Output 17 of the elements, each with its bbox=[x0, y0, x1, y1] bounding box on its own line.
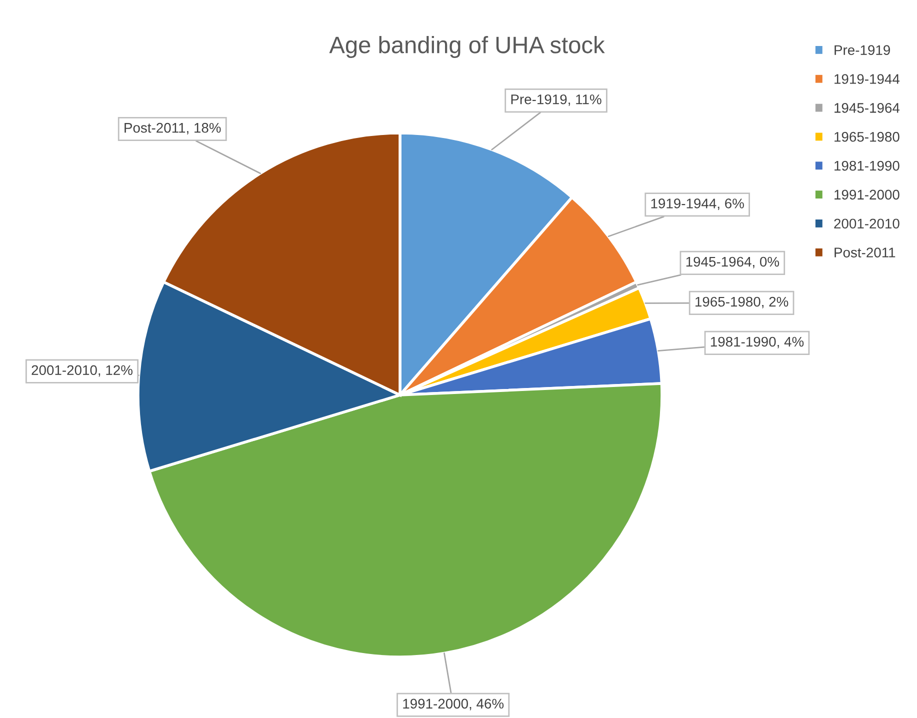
data-label: 1965-1980, 2% bbox=[696, 296, 788, 308]
legend-label: 1965-1980 bbox=[834, 132, 900, 142]
data-label: 1991-2000, 46% bbox=[403, 698, 504, 710]
data-label: Post-2011, 18% bbox=[124, 122, 221, 134]
legend-label: Post-2011 bbox=[834, 248, 896, 258]
chart-title: Age banding of UHA stock bbox=[329, 36, 605, 58]
legend-label: 1991-2000 bbox=[834, 190, 900, 200]
legend-label: 1981-1990 bbox=[834, 160, 900, 171]
data-label: 1981-1990, 4% bbox=[710, 336, 804, 348]
data-label: 1945-1964, 0% bbox=[686, 256, 780, 268]
data-label: Pre-1919, 11% bbox=[511, 94, 602, 106]
legend-label: 1945-1964 bbox=[834, 103, 900, 113]
legend-label: 2001-2010 bbox=[834, 218, 900, 229]
legend-label: 1919-1944 bbox=[834, 74, 900, 84]
legend-label: Pre-1919 bbox=[834, 45, 890, 56]
data-label: 2001-2010, 12% bbox=[32, 365, 132, 377]
data-label: 1919-1944, 6% bbox=[651, 198, 744, 210]
